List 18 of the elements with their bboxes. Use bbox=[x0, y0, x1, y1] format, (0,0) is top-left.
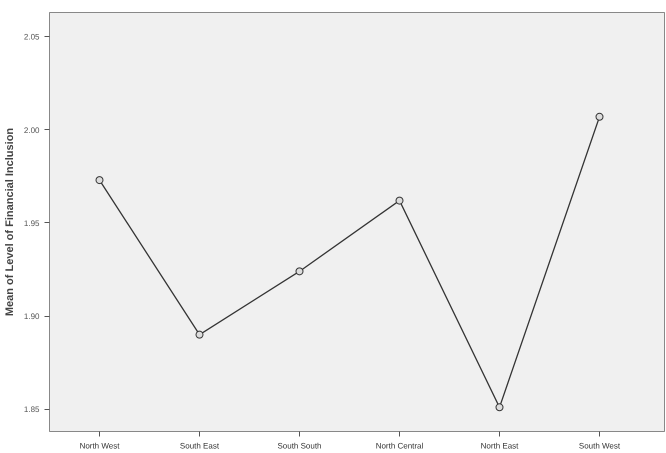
point bbox=[596, 112, 604, 121]
point bbox=[196, 330, 204, 339]
x-tick-label: South South bbox=[277, 442, 322, 450]
y-tick-label: 1.95 bbox=[24, 218, 40, 228]
y-axis-title: Mean of Level of Financial Inclusion bbox=[4, 128, 16, 316]
x-tick-label: North East bbox=[480, 442, 520, 450]
point bbox=[496, 403, 504, 412]
point bbox=[296, 267, 304, 276]
y-tick-label: 2.05 bbox=[24, 32, 40, 42]
y-tick-label: 2.00 bbox=[24, 126, 40, 135]
y-tick-label: 1.85 bbox=[24, 405, 40, 414]
point bbox=[96, 176, 104, 184]
x-tick-label: North Central bbox=[376, 442, 424, 450]
y-tick-label: 1.90 bbox=[24, 312, 40, 322]
point bbox=[396, 196, 404, 205]
x-tick-label: South East bbox=[180, 442, 220, 450]
x-tick-label: South West bbox=[578, 442, 621, 450]
x-tick-label: North West bbox=[80, 442, 120, 450]
